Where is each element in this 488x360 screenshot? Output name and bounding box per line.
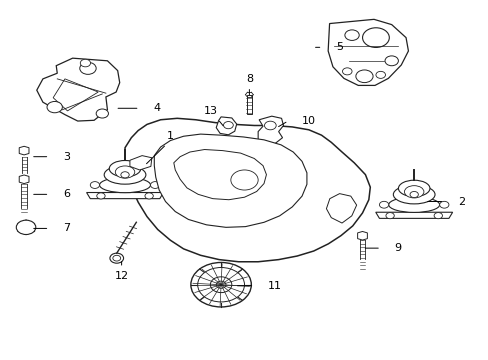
Polygon shape [327,19,407,85]
Circle shape [80,59,90,67]
Polygon shape [125,118,369,262]
Circle shape [97,193,105,199]
Text: 1: 1 [166,131,173,141]
Circle shape [90,181,100,188]
Ellipse shape [388,197,439,212]
Circle shape [20,223,32,231]
Polygon shape [375,212,452,219]
Text: 8: 8 [245,74,252,84]
Circle shape [342,68,351,75]
Circle shape [362,28,388,48]
Circle shape [144,193,153,199]
Polygon shape [130,156,152,170]
Circle shape [384,56,398,66]
Ellipse shape [115,166,135,178]
Polygon shape [173,149,266,200]
Polygon shape [154,134,306,227]
Text: 5: 5 [335,42,343,52]
Circle shape [47,102,62,113]
Ellipse shape [404,186,423,198]
Polygon shape [357,231,366,240]
Ellipse shape [100,177,150,193]
Text: 13: 13 [203,106,217,116]
Circle shape [16,220,36,234]
Polygon shape [19,175,29,184]
Circle shape [439,201,448,208]
Polygon shape [37,58,120,121]
Polygon shape [86,193,163,199]
Circle shape [210,277,231,293]
Circle shape [375,71,385,78]
Polygon shape [53,79,98,111]
Circle shape [113,255,121,261]
Text: 12: 12 [114,271,128,281]
Text: 4: 4 [153,103,160,113]
Ellipse shape [104,166,145,184]
Ellipse shape [121,172,129,178]
Polygon shape [246,95,251,114]
Text: 3: 3 [63,152,70,162]
Polygon shape [19,146,29,155]
Ellipse shape [398,180,429,197]
Circle shape [355,70,372,82]
Text: 10: 10 [302,116,315,126]
Text: 6: 6 [63,189,70,199]
Text: 11: 11 [267,281,281,291]
Circle shape [110,253,123,263]
Circle shape [385,212,393,219]
Circle shape [379,201,388,208]
Text: 2: 2 [457,197,464,207]
Circle shape [264,121,276,130]
Polygon shape [216,117,236,135]
Circle shape [344,30,359,40]
Circle shape [190,262,251,307]
Ellipse shape [109,161,141,177]
Ellipse shape [409,192,418,198]
Polygon shape [258,116,283,144]
Text: 7: 7 [63,224,70,233]
Circle shape [216,281,225,288]
Polygon shape [326,194,356,223]
Circle shape [96,109,108,118]
Circle shape [80,62,96,75]
Circle shape [150,181,160,188]
Text: 9: 9 [394,243,401,253]
Circle shape [230,170,258,190]
Circle shape [223,122,233,129]
Circle shape [197,267,244,302]
Ellipse shape [392,185,434,204]
Circle shape [433,212,442,219]
